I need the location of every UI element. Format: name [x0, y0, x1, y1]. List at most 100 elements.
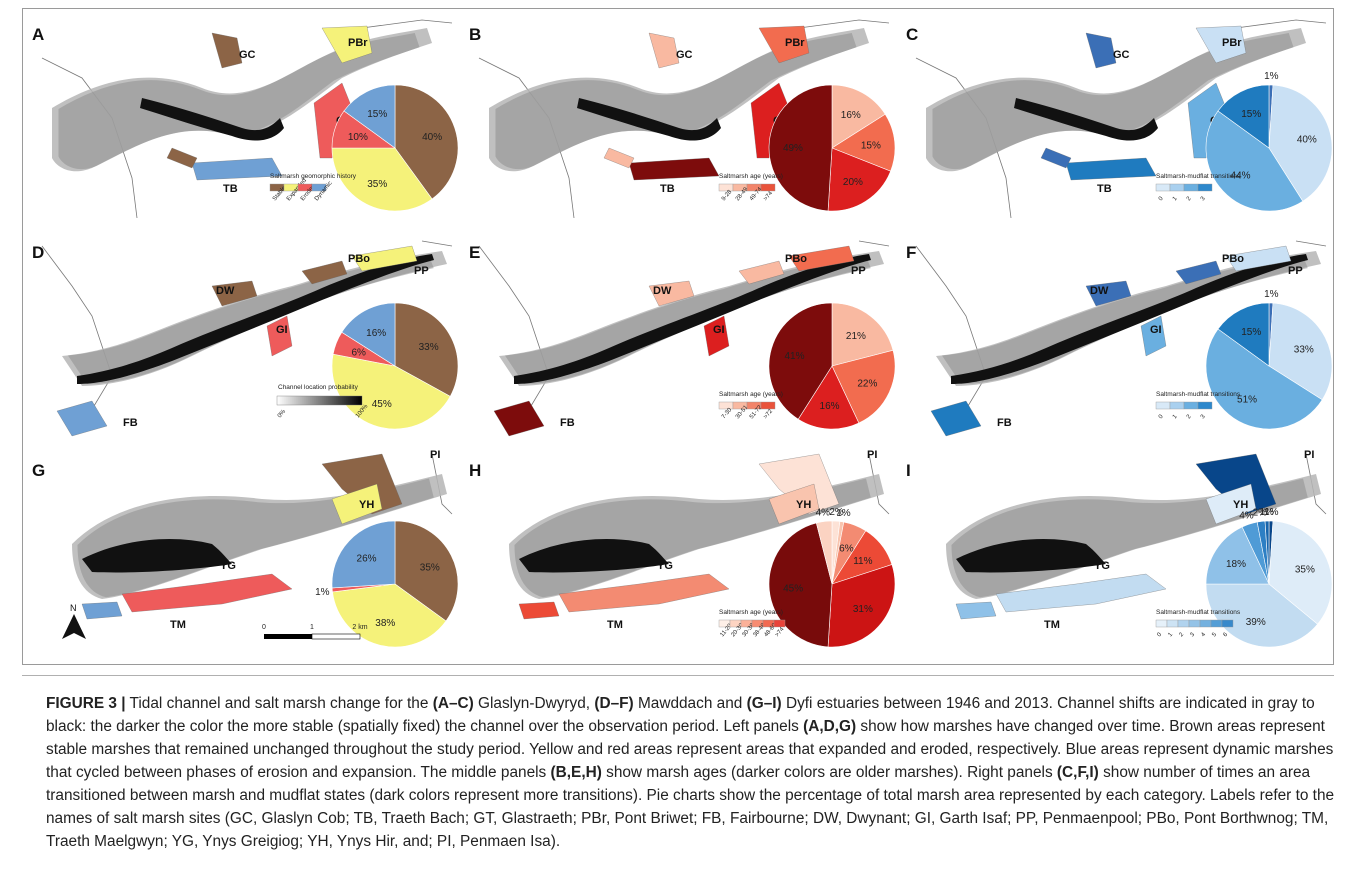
marsh-patch [648, 280, 695, 307]
legend-swatch [760, 401, 776, 410]
legend-label: 3 [1200, 413, 1207, 420]
caption-part: (C,F,I) [1056, 764, 1099, 781]
pie-label: 41% [784, 351, 804, 362]
site-label: YG [220, 560, 236, 572]
pie-slice [331, 147, 433, 212]
panel-letter: G [32, 461, 45, 480]
pie-label: 20% [843, 177, 863, 188]
site-label: PBr [1222, 37, 1242, 49]
panel-d: D PBo PP DW GI FB 33% 45% 6% 16% Channel location … [22, 226, 458, 444]
legend-label: 1 [1172, 195, 1179, 202]
marsh-patch [648, 32, 680, 69]
site-label: PI [1304, 449, 1314, 461]
pie-label: 38% [375, 618, 395, 629]
marsh-patch [1195, 25, 1247, 64]
caption-part: Tidal channel and salt marsh change for … [125, 695, 433, 712]
legend-title: Saltmarsh age (years) [719, 173, 783, 180]
pie-label: 39% [1246, 617, 1266, 628]
panel-letter: C [906, 25, 918, 44]
legend-swatch [1169, 183, 1185, 192]
panel-a: AGCPBrGTTB40%35%10%15%Saltmarsh geomorph… [22, 8, 458, 226]
pie-label: 21% [846, 331, 866, 342]
pie-slice [1205, 583, 1318, 648]
caption-divider [22, 675, 1334, 676]
legend-label: >74 [763, 190, 775, 202]
legend-swatch [1155, 183, 1171, 192]
channel-core [951, 254, 1308, 384]
pie-slice [1268, 520, 1332, 625]
marsh-patch [758, 25, 810, 64]
pie-label: 49% [783, 143, 803, 154]
site-label: YG [1094, 560, 1110, 572]
pie-slice [394, 302, 458, 397]
legend-title: Saltmarsh age (years) [719, 609, 783, 616]
pie-label: 35% [367, 179, 387, 190]
site-label: DW [216, 285, 235, 297]
pie-slice [831, 349, 895, 424]
panel-map: F PBo PP DW GI FB 1% 33% 51% 15% Saltmarsh-mudflat… [906, 240, 1332, 437]
pie-slice [831, 302, 894, 367]
marsh-patch [121, 573, 293, 613]
site-label: PBo [785, 253, 807, 265]
marsh-patch [1175, 260, 1222, 285]
panel-letter: H [469, 461, 481, 480]
site-label: PBo [348, 253, 370, 265]
channel-core [140, 98, 284, 141]
channel-band-mid [932, 33, 1294, 170]
legend-label: 1 [1167, 631, 1174, 638]
pie-slice [1268, 302, 1332, 401]
pie-label: 31% [853, 604, 873, 615]
marsh-patch [301, 260, 348, 285]
coastline [478, 240, 890, 427]
legend-swatch [1155, 619, 1168, 628]
legend-label: >72 [763, 408, 775, 420]
scale-label: 0 [262, 624, 266, 631]
marsh-patch [788, 245, 855, 272]
coastline [431, 453, 453, 515]
pie-label: 6% [839, 544, 854, 555]
site-label: FB [123, 417, 138, 429]
legend-label: 3 [1189, 631, 1196, 638]
pie-label: 1% [315, 587, 330, 598]
site-label: PBr [348, 37, 368, 49]
pie-slice [394, 84, 458, 200]
pie-label: 10% [348, 132, 368, 143]
site-label: PBo [1222, 253, 1244, 265]
caption-part: Glaslyn-Dwyryd, [473, 695, 595, 712]
figure-caption: FIGURE 3 | Tidal channel and salt marsh … [46, 692, 1336, 853]
site-label: YH [359, 499, 374, 511]
caption-part: (A–C) [432, 695, 474, 712]
marsh-patch [321, 453, 403, 515]
legend-title: Saltmarsh geomorphic history [270, 173, 357, 180]
channel-core [956, 539, 1106, 573]
coastline [868, 453, 890, 515]
pie-label: 45% [783, 584, 803, 595]
pie-label: 33% [419, 342, 439, 353]
pie-slice [827, 564, 895, 648]
marsh-patch [211, 280, 258, 307]
pie-label: 40% [422, 132, 442, 143]
channel-core [77, 254, 434, 384]
scale-label: 1 [310, 624, 314, 631]
panel-g: G PI YH YG TM 35% 38% 1% 26% N 0 1 2 km [22, 444, 458, 662]
pie-slice [1205, 328, 1323, 430]
marsh-patch [1085, 280, 1132, 307]
pie-label: 26% [357, 553, 377, 564]
pie-label: 16% [820, 401, 840, 412]
pie-label: 51% [1237, 394, 1257, 405]
pie-label: 1% [1264, 507, 1279, 518]
legend-swatch [1197, 183, 1213, 192]
marsh-patch [493, 400, 545, 437]
pie-slice [797, 365, 860, 430]
legend-swatch [1221, 619, 1234, 628]
legend-swatch [1197, 401, 1213, 410]
marsh-patch [1195, 453, 1277, 515]
marsh-patch [211, 32, 243, 69]
pie-slice [768, 302, 833, 420]
marsh-patch [768, 483, 820, 525]
panel-map: H PI YH YG TM 2%1% 6%11% 31% 45% 4% Saltmarsh age … [469, 449, 895, 648]
marsh-patch [351, 245, 418, 272]
legend-label: 3 [1200, 195, 1207, 202]
site-label: FB [560, 417, 575, 429]
pie-label: 15% [861, 140, 881, 151]
